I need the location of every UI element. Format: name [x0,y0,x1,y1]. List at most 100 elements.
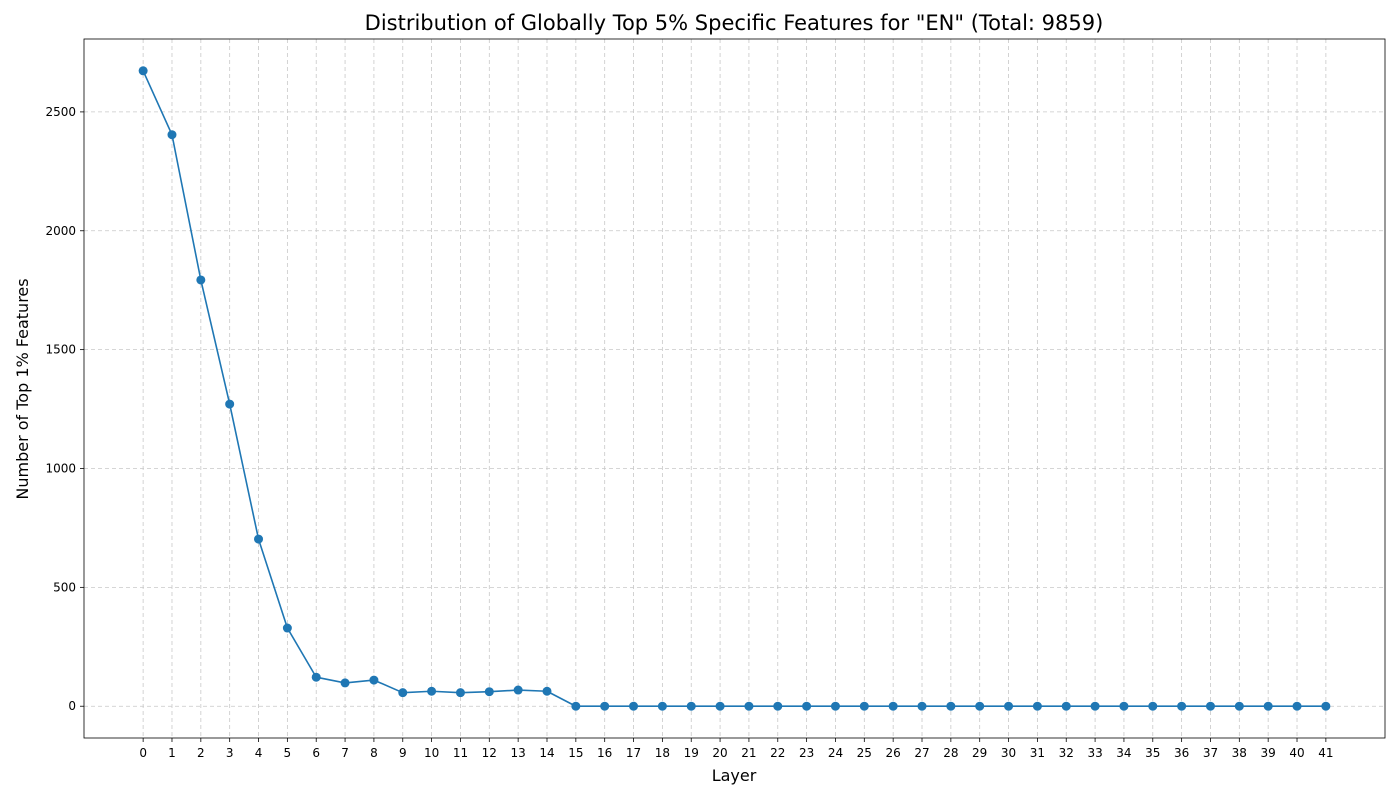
data-point [1177,701,1187,711]
x-tick-label: 16 [597,746,612,760]
x-tick-label: 36 [1174,746,1189,760]
data-point [513,685,523,695]
y-tick-label: 2000 [45,224,76,238]
data-point [1205,701,1215,711]
x-tick-label: 29 [972,746,987,760]
data-point [398,688,408,698]
data-point [138,66,148,76]
data-point [917,701,927,711]
data-point [455,688,465,698]
x-tick-label: 40 [1289,746,1304,760]
x-tick-label: 33 [1087,746,1102,760]
x-tick-label: 32 [1059,746,1074,760]
x-tick-label: 25 [857,746,872,760]
x-tick-label: 17 [626,746,641,760]
x-tick-label: 38 [1232,746,1247,760]
data-point [571,701,581,711]
x-tick-label: 3 [226,746,234,760]
grid-lines [84,39,1385,738]
x-tick-label: 28 [943,746,958,760]
x-tick-label: 13 [511,746,526,760]
data-point [600,701,610,711]
data-point [715,701,725,711]
chart-title: Distribution of Globally Top 5% Specific… [365,11,1104,35]
data-point [1061,701,1071,711]
data-point [225,399,235,409]
x-tick-label: 19 [684,746,699,760]
data-point [859,701,869,711]
x-tick-label: 22 [770,746,785,760]
data-point [1090,701,1100,711]
data-point [946,701,956,711]
data-point [1032,701,1042,711]
data-point [802,701,812,711]
x-tick-label: 4 [255,746,263,760]
data-point [773,701,783,711]
data-point [629,701,639,711]
x-axis-label: Layer [712,766,757,785]
data-point [1234,701,1244,711]
x-tick-label: 34 [1116,746,1131,760]
data-point [340,678,350,688]
x-tick-label: 23 [799,746,814,760]
data-point [1004,701,1014,711]
x-tick-label: 35 [1145,746,1160,760]
x-tick-label: 31 [1030,746,1045,760]
data-point [167,130,177,140]
data-point [830,701,840,711]
data-point [888,701,898,711]
x-tick-label: 2 [197,746,205,760]
x-tick-label: 7 [341,746,349,760]
series-line [142,70,1326,708]
data-point [1119,701,1129,711]
x-tick-label: 6 [312,746,320,760]
x-tick-label: 41 [1318,746,1333,760]
data-point [369,675,379,685]
x-tick-label: 24 [828,746,843,760]
x-tick-label: 39 [1261,746,1276,760]
x-tick-label: 14 [539,746,554,760]
y-tick-label: 1000 [45,461,76,475]
x-tick-label: 21 [741,746,756,760]
data-point [1321,701,1331,711]
x-tick-label: 10 [424,746,439,760]
y-tick-label: 500 [53,580,76,594]
x-tick-label: 0 [139,746,147,760]
data-point [427,686,437,696]
y-axis-label: Number of Top 1% Features [13,278,32,499]
x-tick-label: 11 [453,746,468,760]
axes: 0 1 2 3 4 5 6 7 8 9 10 11 12 13 14 15 16 17 18 19 20 21 22 23 24… [45,38,1386,760]
plot-frame [83,38,1386,739]
data-point [196,275,206,285]
data-point [1292,701,1302,711]
x-tick-label: 18 [655,746,670,760]
data-point [254,534,264,544]
x-tick-label: 27 [914,746,929,760]
x-tick-label: 12 [482,746,497,760]
y-tick-label: 0 [68,699,76,713]
data-point [686,701,696,711]
data-point [282,623,292,633]
data-point [542,686,552,696]
y-tick-label: 1500 [45,343,76,357]
x-tick-label: 37 [1203,746,1218,760]
y-tick-label: 2500 [45,105,76,119]
x-tick-label: 30 [1001,746,1016,760]
x-tick-label: 8 [370,746,378,760]
x-tick-label: 26 [886,746,901,760]
x-tick-label: 5 [284,746,292,760]
x-tick-label: 1 [168,746,176,760]
data-point [975,701,985,711]
data-point [311,672,321,682]
x-tick-label: 15 [568,746,583,760]
data-point [484,687,494,697]
data-point [744,701,754,711]
data-point [1148,701,1158,711]
data-point [657,701,667,711]
data-point [1263,701,1273,711]
series-layer [138,66,1331,711]
x-tick-label: 9 [399,746,407,760]
x-tick-label: 20 [712,746,727,760]
